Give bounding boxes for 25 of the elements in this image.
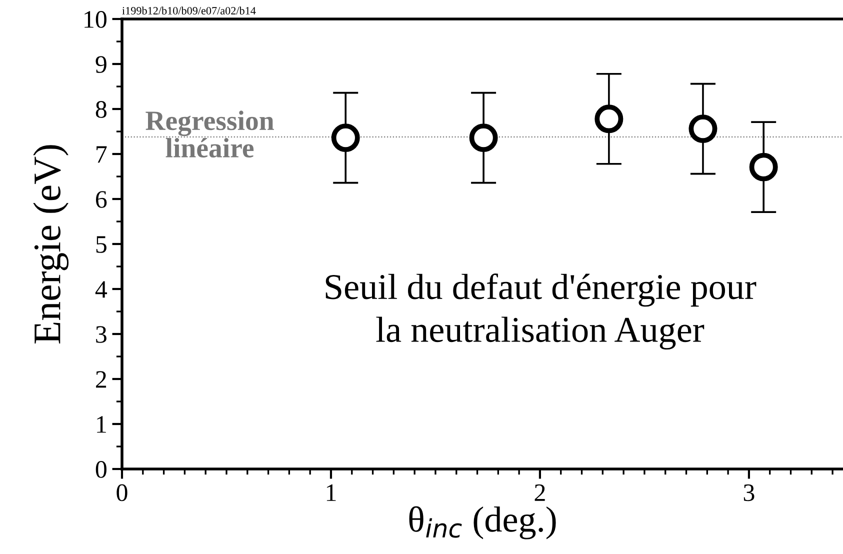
- point: [688, 114, 718, 144]
- y-tick-label: 9: [96, 56, 106, 73]
- y-tick-label: 4: [95, 281, 108, 298]
- y-tick-label: 2: [96, 371, 106, 388]
- x-tick-label: 3: [744, 484, 754, 502]
- y-tick-label: 6: [96, 191, 107, 208]
- x-tick-label: 0: [116, 484, 128, 502]
- x-tick-label: 2: [534, 484, 545, 501]
- point: [594, 104, 624, 134]
- y-tick-label: 5: [96, 236, 106, 253]
- y-tick-label: 1: [97, 416, 106, 433]
- ref-line-label: Regression linéaire: [146, 110, 274, 158]
- y-tick-label: 7: [96, 146, 107, 163]
- annotation: Seuil du defaut d'énergie pour la neutralisation Auger: [326, 273, 756, 350]
- y-tick-label: 8: [96, 101, 106, 118]
- y-tick-label: 0: [96, 461, 106, 478]
- y-tick-label: 10: [84, 11, 106, 28]
- y-tick-label: 3: [96, 326, 106, 343]
- point: [749, 152, 778, 182]
- x-tick-label: 1: [326, 484, 336, 501]
- text: i199b12/b10/b09/e07/a02/b14: [122, 6, 256, 14]
- x-axis-title: θ$_{inc}$ (deg.): [409, 506, 556, 540]
- y-axis-title: Energie (eV): [33, 145, 69, 344]
- point: [469, 124, 498, 152]
- point: [331, 124, 360, 152]
